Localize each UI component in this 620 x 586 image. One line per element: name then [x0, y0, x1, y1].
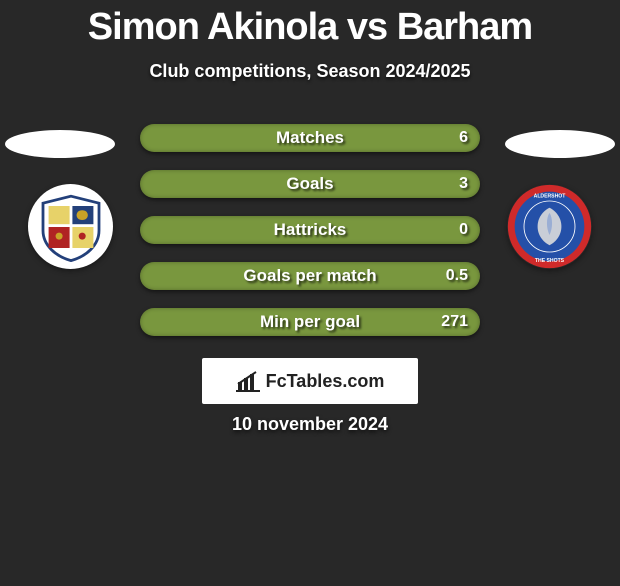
stats-bars: Matches 6 Goals 3 Hattricks 0 Goals per …: [140, 124, 480, 354]
stat-right-value: 6: [459, 124, 468, 152]
stat-label: Matches: [140, 124, 480, 152]
team-crest-left: [28, 184, 113, 269]
brand-text: FcTables.com: [266, 371, 385, 392]
page-subtitle: Club competitions, Season 2024/2025: [0, 61, 620, 82]
stat-row: Goals per match 0.5: [140, 262, 480, 290]
stat-row: Matches 6: [140, 124, 480, 152]
chart-icon: [236, 370, 260, 392]
stat-right-value: 271: [441, 308, 468, 336]
date-text: 10 november 2024: [0, 414, 620, 435]
stat-row: Hattricks 0: [140, 216, 480, 244]
shield-icon: [36, 192, 106, 262]
stat-row: Min per goal 271: [140, 308, 480, 336]
stat-label: Min per goal: [140, 308, 480, 336]
stat-right-value: 3: [459, 170, 468, 198]
stat-row: Goals 3: [140, 170, 480, 198]
stat-right-value: 0.5: [446, 262, 468, 290]
svg-text:ALDERSHOT: ALDERSHOT: [534, 194, 567, 200]
roundel-icon: ALDERSHOT THE SHOTS: [507, 184, 592, 269]
player-marker-right: [505, 130, 615, 158]
brand-box: FcTables.com: [202, 358, 418, 404]
page-title: Simon Akinola vs Barham: [0, 6, 620, 49]
stat-right-value: 0: [459, 216, 468, 244]
svg-text:THE SHOTS: THE SHOTS: [535, 258, 565, 264]
stat-label: Goals: [140, 170, 480, 198]
stat-label: Goals per match: [140, 262, 480, 290]
team-crest-right: ALDERSHOT THE SHOTS: [507, 184, 592, 269]
player-marker-left: [5, 130, 115, 158]
stat-label: Hattricks: [140, 216, 480, 244]
